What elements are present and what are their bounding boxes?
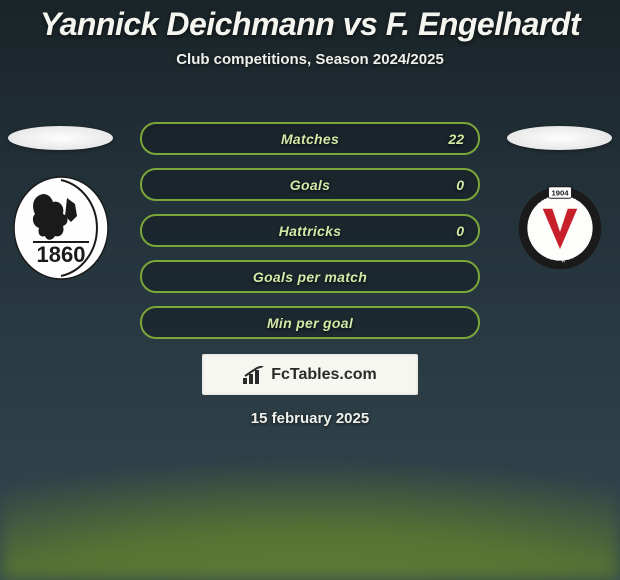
bar-chart-icon — [243, 366, 265, 384]
brand-box: FcTables.com — [202, 354, 418, 395]
club-year-left: 1860 — [36, 242, 85, 267]
right-column: · VIKTORIA · KÖLN 1904 — [507, 126, 612, 276]
club-badge-right: · VIKTORIA · KÖLN 1904 — [512, 180, 608, 276]
stat-row-hattricks: Hattricks 0 — [140, 214, 480, 247]
subtitle: Club competitions, Season 2024/2025 — [0, 51, 620, 68]
club-badge-left: 1860 — [13, 180, 109, 276]
stats-list: Matches 22 Goals 0 Hattricks 0 Goals per… — [140, 122, 480, 352]
stat-row-goals: Goals 0 — [140, 168, 480, 201]
stat-label: Matches — [281, 131, 339, 147]
infographic-container: Yannick Deichmann vs F. Engelhardt Club … — [0, 0, 620, 580]
viktoria-koeln-logo-icon: · VIKTORIA · KÖLN 1904 — [512, 184, 608, 272]
stat-value: 0 — [456, 223, 464, 239]
club-year-right: 1904 — [551, 188, 569, 197]
page-title: Yannick Deichmann vs F. Engelhardt — [0, 6, 620, 43]
stat-label: Min per goal — [267, 315, 353, 331]
stat-label: Goals — [290, 177, 330, 193]
stat-row-goals-per-match: Goals per match — [140, 260, 480, 293]
date-text: 15 february 2025 — [0, 410, 620, 427]
player-name-oval-left — [8, 126, 113, 150]
brand-text: FcTables.com — [271, 366, 377, 384]
stat-row-min-per-goal: Min per goal — [140, 306, 480, 339]
stat-value: 22 — [448, 131, 464, 147]
stat-label: Goals per match — [253, 269, 367, 285]
tsv-1860-logo-icon: 1860 — [13, 176, 109, 280]
stat-label: Hattricks — [279, 223, 342, 239]
stat-row-matches: Matches 22 — [140, 122, 480, 155]
player-name-oval-right — [507, 126, 612, 150]
stat-value: 0 — [456, 177, 464, 193]
left-column: 1860 — [8, 126, 113, 276]
